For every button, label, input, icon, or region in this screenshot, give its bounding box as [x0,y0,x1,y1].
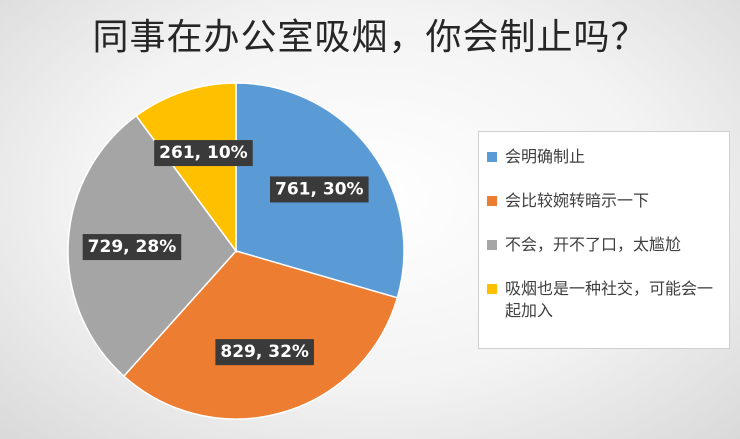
pie-slice-3 [135,82,237,254]
legend: 会明确制止 会比较婉转暗示一下 不会，开不了口，太尴尬 吸烟也是一种社交，可能会… [478,131,730,349]
svg-text:761, 30%: 761, 30% [275,179,364,199]
legend-label-1: 会比较婉转暗示一下 [505,191,650,210]
legend-item-1: 会比较婉转暗示一下 [487,190,721,212]
svg-text:261, 10%: 261, 10% [159,143,248,163]
legend-label-0: 会明确制止 [505,147,586,166]
data-label-3: 261, 10% [154,140,253,167]
legend-swatch-2 [487,240,497,250]
legend-label-3: 吸烟也是一种社交，可能会一起加入 [505,279,714,320]
chart-title: 同事在办公室吸烟，你会制止吗？ [92,17,648,58]
legend-swatch-1 [487,196,497,206]
legend-item-0: 会明确制止 [487,146,721,168]
legend-label-2: 不会，开不了口，太尴尬 [505,235,682,254]
legend-item-2: 不会，开不了口，太尴尬 [487,234,721,256]
legend-swatch-3 [487,284,497,294]
svg-text:729, 28%: 729, 28% [88,237,177,257]
data-label-1: 829, 32% [215,339,314,366]
legend-item-3: 吸烟也是一种社交，可能会一起加入 [487,278,721,322]
data-label-0: 761, 30% [270,176,369,203]
legend-swatch-0 [487,152,497,162]
data-label-2: 729, 28% [82,234,182,261]
pie-slice-1 [122,250,399,420]
svg-text:829, 32%: 829, 32% [220,342,309,362]
